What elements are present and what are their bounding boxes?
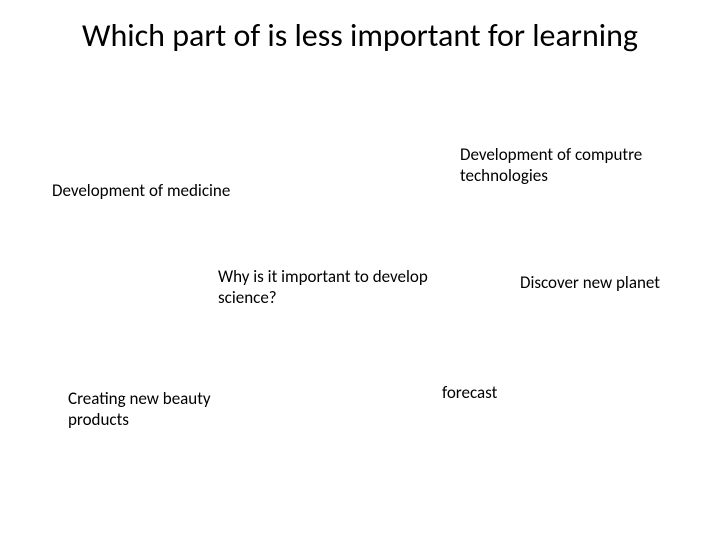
text-beauty: Creating new beauty products — [68, 388, 228, 431]
text-computer: Development of computre technologies — [460, 144, 680, 187]
slide-title: Which part of is less important for lear… — [0, 18, 720, 55]
text-forecast: forecast — [442, 382, 562, 403]
text-science: Why is it important to develop science? — [218, 266, 458, 309]
text-medicine: Development of medicine — [52, 180, 272, 201]
text-planet: Discover new planet — [520, 272, 700, 293]
